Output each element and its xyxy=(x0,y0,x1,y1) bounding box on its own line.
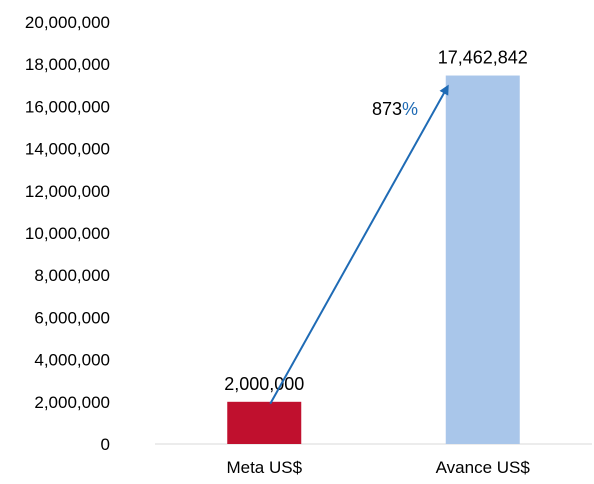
growth-arrow xyxy=(269,84,449,405)
growth-number: 873 xyxy=(372,99,402,119)
category-label: Avance US$ xyxy=(436,458,531,477)
category-label: Meta US$ xyxy=(226,458,302,477)
y-tick-label: 14,000,000 xyxy=(25,140,110,159)
y-tick-label: 20,000,000 xyxy=(25,13,110,32)
data-label: 2,000,000 xyxy=(224,374,304,394)
y-tick-label: 4,000,000 xyxy=(34,351,110,370)
y-tick-label: 8,000,000 xyxy=(34,266,110,285)
y-tick-label: 18,000,000 xyxy=(25,55,110,74)
y-tick-label: 2,000,000 xyxy=(34,393,110,412)
growth-annotation: 873% xyxy=(372,99,418,119)
y-tick-label: 10,000,000 xyxy=(25,224,110,243)
y-axis-ticks: 0 2,000,000 4,000,000 6,000,000 8,000,000 10,… xyxy=(25,13,110,454)
bar xyxy=(445,75,520,445)
y-tick-label: 12,000,000 xyxy=(25,182,110,201)
bar xyxy=(227,401,302,444)
y-tick-label: 16,000,000 xyxy=(25,97,110,116)
data-label: 17,462,842 xyxy=(438,48,528,68)
y-tick-label: 6,000,000 xyxy=(34,308,110,327)
category-labels: Meta US$ Avance US$ xyxy=(226,458,530,477)
growth-percent-sign: % xyxy=(402,99,418,119)
y-tick-label: 0 xyxy=(101,435,110,454)
bars xyxy=(227,75,520,445)
